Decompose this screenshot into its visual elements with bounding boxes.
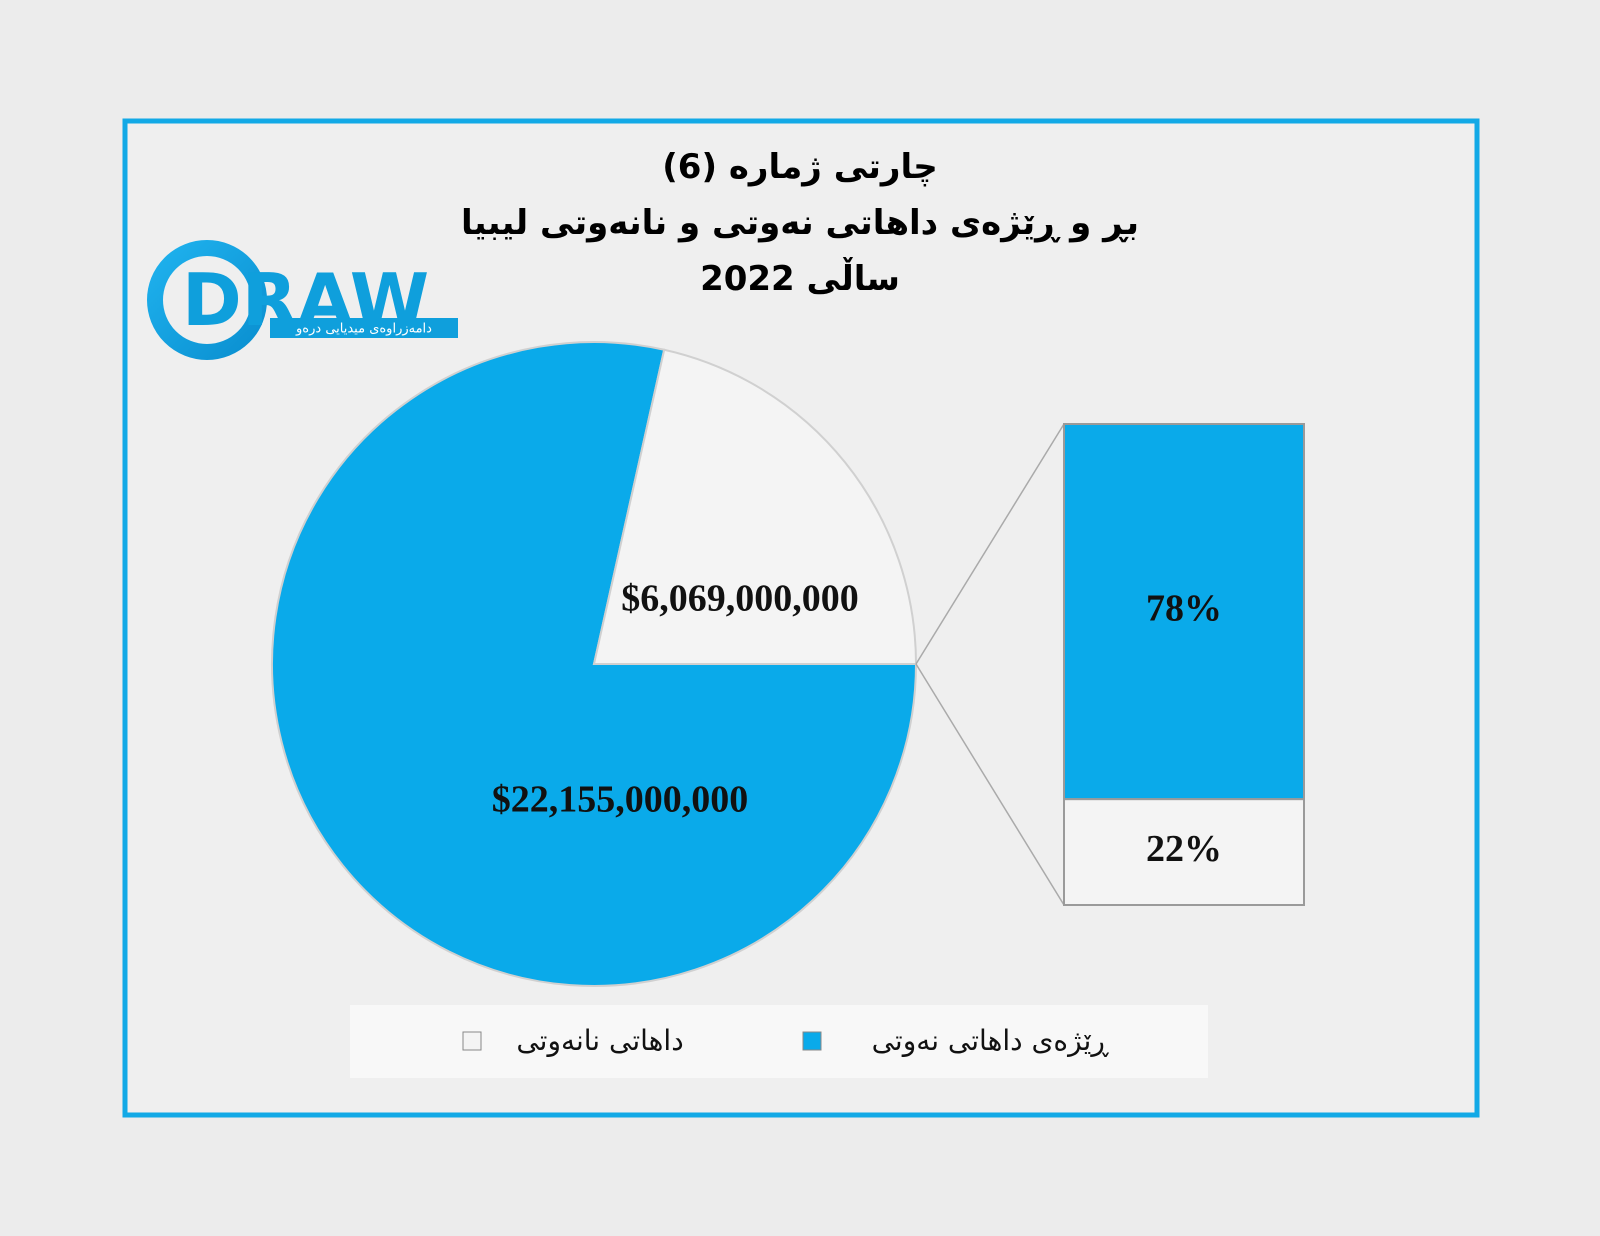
chart-title: چارتی ژمارە (6): [662, 147, 937, 187]
bar-segment: [1063, 798, 1305, 906]
bar-label: 22%: [1146, 828, 1222, 870]
data-label: $22,155,000,000: [492, 779, 749, 821]
logo-bar: [270, 318, 458, 338]
logo: DRAW دامەزراوەی میدیایی درەو: [147, 240, 458, 360]
logo-tagline: دامەزراوەی میدیایی درەو: [295, 322, 432, 337]
bar-label: 78%: [1146, 587, 1222, 629]
logo-ring: [147, 240, 267, 360]
connector: [915, 423, 1065, 665]
chart-title: ساڵی 2022: [700, 257, 900, 299]
legend-box: [350, 1005, 1208, 1078]
legend-label: ڕێژەی داهاتی نەوتی: [872, 1024, 1110, 1057]
legend-swatch: [802, 1031, 822, 1051]
data-label: $6,069,000,000: [621, 578, 859, 620]
connector: [915, 663, 1065, 906]
legend-swatch: [462, 1031, 482, 1051]
chart-title: بڕ و ڕێژەی داهاتی نەوتی و نانەوتی لیبیا: [461, 203, 1139, 243]
legend-label: داهاتی نانەوتی: [516, 1024, 683, 1057]
bar-segment: [1063, 423, 1305, 801]
pie-slice: [592, 348, 918, 665]
